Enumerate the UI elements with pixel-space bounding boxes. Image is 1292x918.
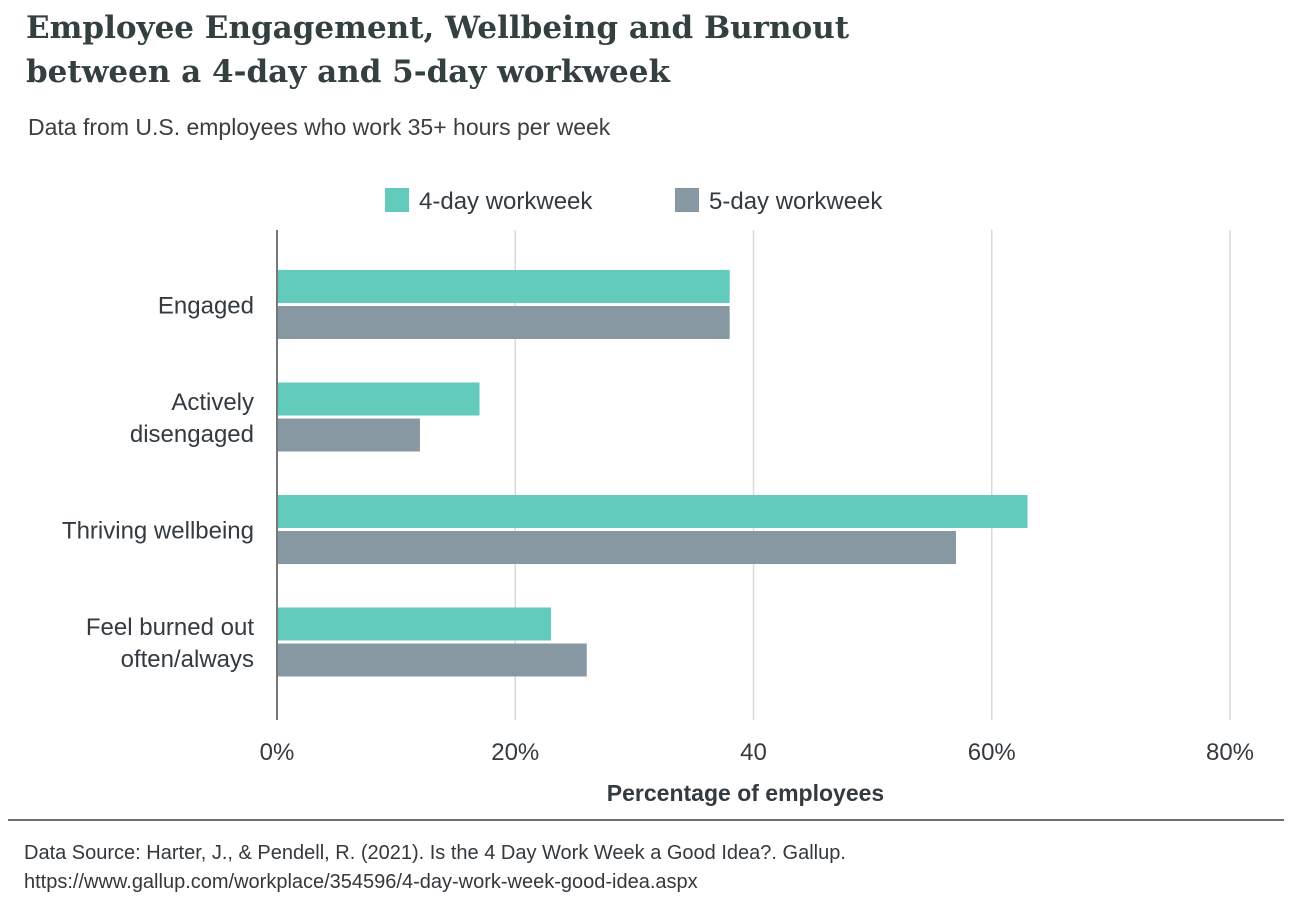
x-axis-label: Percentage of employees [607, 780, 884, 806]
bar-3-series-2 [277, 531, 957, 564]
gridlines [514, 230, 1231, 720]
bar-4-series-1 [277, 607, 551, 641]
bar-chart: 4-day workweek 5-day workweek Engaged Acti… [62, 188, 1254, 806]
bars [277, 270, 1028, 677]
source-url: https://www.gallup.com/workplace/354596/… [24, 871, 698, 893]
legend-swatch-2 [675, 188, 699, 212]
bar-2-series-1 [277, 382, 480, 416]
source-citation: Data Source: Harter, J., & Pendell, R. (… [24, 842, 846, 864]
footer-divider [8, 819, 1284, 821]
legend-label-2: 5-day workweek [709, 188, 883, 215]
category-label-2-line-1: Actively [171, 389, 254, 416]
category-label-2-line-2: disengaged [130, 421, 254, 448]
legend-swatch-1 [385, 188, 409, 212]
category-label-1: Engaged [158, 293, 254, 320]
category-labels: Engaged Actively disengaged Thriving wellbe… [62, 293, 254, 674]
category-label-4-line-1: Feel burned out [86, 614, 254, 641]
x-tick-labels: 0% 20% 40 60% 80% [260, 739, 1254, 766]
x-tick-label-4: 60% [968, 739, 1016, 766]
chart-title-line-2: between a 4-day and 5-day workweek [26, 54, 670, 90]
data-source-note: Data Source: Harter, J., & Pendell, R. (… [24, 839, 846, 897]
category-label-3: Thriving wellbeing [62, 518, 254, 545]
bar-1-series-1 [277, 270, 730, 303]
legend: 4-day workweek 5-day workweek [385, 188, 883, 215]
chart-title: Employee Engagement, Wellbeing and Burno… [26, 6, 1026, 94]
bar-2-series-2 [277, 418, 420, 452]
x-tick-label-1: 0% [260, 739, 295, 766]
legend-label-1: 4-day workweek [419, 188, 593, 215]
chart-title-line-1: Employee Engagement, Wellbeing and Burno… [26, 10, 850, 46]
bar-4-series-2 [277, 643, 587, 677]
x-tick-label-2: 20% [491, 739, 539, 766]
x-tick-label-5: 80% [1206, 739, 1254, 766]
bar-3-series-1 [277, 495, 1028, 528]
chart-subtitle: Data from U.S. employees who work 35+ ho… [28, 114, 611, 140]
bar-1-series-2 [277, 306, 730, 339]
category-label-4-line-2: often/always [121, 646, 254, 673]
x-tick-label-3: 40 [740, 739, 767, 766]
